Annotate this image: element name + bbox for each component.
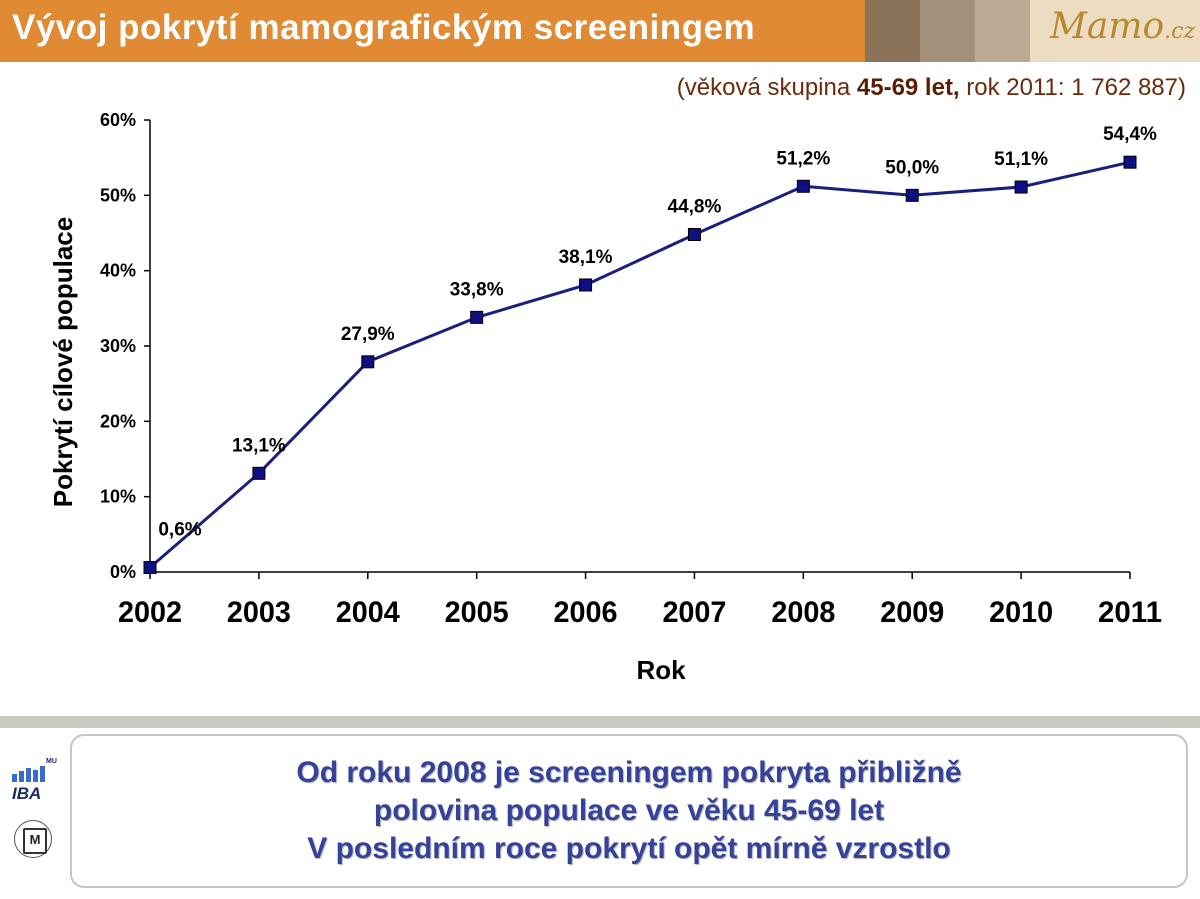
slide-header: Vývoj pokrytí mamografickým screeningem … [0, 0, 1200, 62]
y-tick-label: 40% [100, 261, 136, 281]
slide-title: Vývoj pokrytí mamografickým screeningem [12, 8, 756, 47]
mamo-logo-name: Mamo [1050, 6, 1165, 47]
y-tick-label: 50% [100, 185, 136, 205]
data-label: 33,8% [450, 279, 504, 300]
header-stripe [865, 0, 920, 62]
data-labels: 0,6% 13,1% 27,9% 33,8% 38,1% 44,8% 51,2% 50,0% 5… [158, 124, 1157, 540]
x-axis-ticks: 2002 2003 2004 2005 2006 2007 2008 2009 2010 2011 [118, 572, 1162, 629]
iba-logo: MU IBA [12, 758, 57, 803]
slide-footer: MU IBA M Od roku 2008 je screeningem pok… [0, 716, 1200, 899]
y-tick-label: 30% [100, 336, 136, 356]
data-label: 44,8% [668, 197, 722, 218]
x-tick-label: 2010 [989, 596, 1053, 629]
data-label: 38,1% [559, 247, 613, 268]
mamo-logo: Mamo.cz [1030, 0, 1200, 62]
university-seal-icon: M [14, 820, 52, 858]
footer-divider [0, 716, 1200, 728]
data-label: 51,2% [776, 148, 830, 169]
data-label: 13,1% [232, 435, 286, 456]
chart-subtitle: (věková skupina 45-69 let, rok 2011: 1 7… [677, 74, 1186, 102]
summary-line-1: Od roku 2008 je screeningem pokryta přib… [296, 756, 962, 789]
title-bar: Vývoj pokrytí mamografickým screeningem [0, 0, 865, 62]
y-tick-label: 20% [100, 411, 136, 431]
summary-line-3: V posledním roce pokrytí opět mírně vzro… [307, 832, 951, 865]
line-chart: 0%10%20%30%40%50%60% 2002 2003 2004 2005 200… [48, 110, 1162, 685]
x-tick-label: 2004 [336, 596, 400, 629]
data-label: 51,1% [994, 149, 1048, 170]
header-stripe [975, 0, 1030, 62]
data-point [796, 179, 810, 193]
data-point [252, 466, 266, 480]
data-point [470, 310, 484, 324]
mamo-logo-tld: .cz [1164, 19, 1196, 44]
x-axis-title: Rok [636, 655, 686, 685]
x-tick-label: 2011 [1098, 596, 1162, 629]
data-point [361, 355, 375, 369]
x-tick-label: 2009 [880, 596, 944, 629]
x-tick-label: 2007 [662, 596, 726, 629]
y-tick-label: 60% [100, 110, 136, 130]
data-point [579, 278, 593, 292]
data-label: 50,0% [885, 157, 939, 178]
header-stripe [920, 0, 975, 62]
data-point [905, 188, 919, 202]
data-label: 27,9% [341, 324, 395, 345]
data-point [1123, 155, 1137, 169]
iba-bars-icon [12, 766, 45, 782]
y-tick-label: 10% [100, 487, 136, 507]
x-tick-label: 2005 [445, 596, 509, 629]
x-tick-label: 2006 [554, 596, 618, 629]
x-tick-label: 2002 [118, 596, 182, 629]
x-tick-label: 2003 [227, 596, 291, 629]
subtitle-post: rok 2011: 1 762 887) [959, 74, 1186, 101]
x-tick-label: 2008 [771, 596, 835, 629]
subtitle-pre: (věková skupina [676, 74, 857, 101]
series-markers [143, 155, 1137, 574]
series-line [149, 160, 1131, 569]
y-axis-title: Pokrytí cílové populace [48, 217, 78, 507]
data-label: 54,4% [1103, 124, 1157, 145]
data-point [687, 228, 701, 242]
data-label: 0,6% [158, 519, 201, 540]
subtitle-bold: 45-69 let, [856, 74, 960, 101]
data-point [143, 560, 157, 574]
summary-box: Od roku 2008 je screeningem pokryta přib… [70, 734, 1188, 888]
data-point [1014, 180, 1028, 194]
iba-mu-label: MU [46, 758, 57, 765]
university-seal-inner: M [23, 828, 47, 854]
university-seal-mark: M [29, 832, 41, 847]
y-axis-ticks: 0% 10% 20% 30% 40% 50% 60% [100, 110, 150, 582]
chart-axes [149, 120, 1130, 573]
iba-label: IBA [12, 784, 42, 803]
mamo-logo-text: Mamo.cz [1050, 6, 1195, 47]
summary-line-2: polovina populace ve věku 45-69 let [373, 794, 885, 827]
y-tick-label: 0% [110, 562, 136, 582]
